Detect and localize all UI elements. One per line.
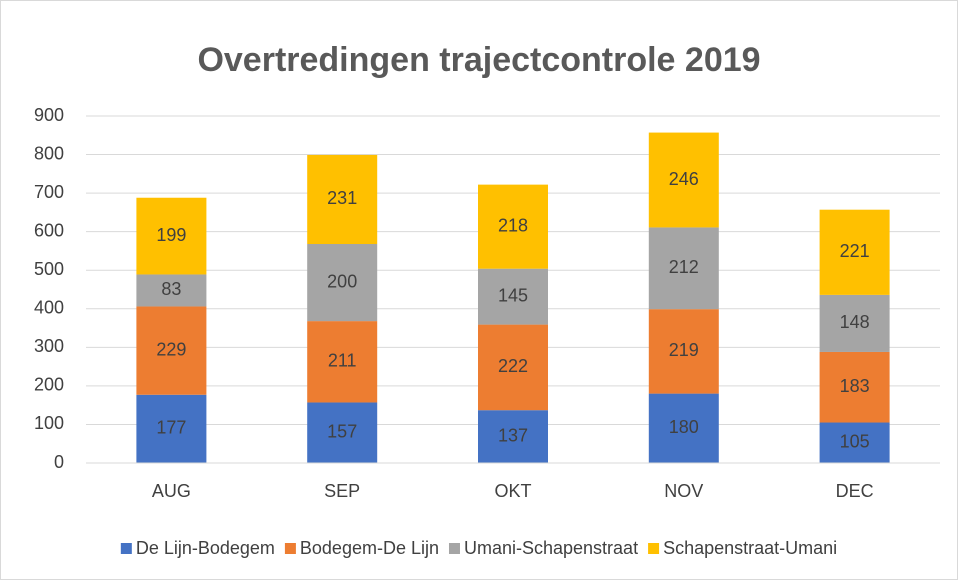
bar-segment xyxy=(478,410,548,463)
legend-label: Bodegem-De Lijn xyxy=(300,538,439,558)
bar-segment xyxy=(136,394,207,463)
bar-segment xyxy=(307,154,378,245)
data-label: 177 xyxy=(156,418,186,438)
bar-segment xyxy=(648,309,719,394)
data-label: 83 xyxy=(161,279,181,299)
data-label: 157 xyxy=(327,421,357,441)
bar-segment xyxy=(648,393,719,463)
data-label: 200 xyxy=(327,271,357,291)
bar-segment xyxy=(819,351,890,423)
data-label: 105 xyxy=(840,432,870,452)
y-tick-label: 300 xyxy=(34,336,64,356)
data-label: 183 xyxy=(840,376,870,396)
legend-label: De Lijn-Bodegem xyxy=(136,538,275,558)
legend-label: Schapenstraat-Umani xyxy=(663,538,837,558)
bar-segment xyxy=(307,321,378,403)
x-tick-label: AUG xyxy=(152,481,191,501)
bar-segment xyxy=(136,197,207,275)
data-label: 148 xyxy=(840,312,870,332)
y-tick-label: 700 xyxy=(34,182,64,202)
bar-segment xyxy=(136,306,207,395)
y-tick-label: 900 xyxy=(34,105,64,125)
data-label: 229 xyxy=(156,339,186,359)
data-label: 145 xyxy=(498,285,528,305)
legend-swatch xyxy=(448,543,460,554)
data-label: 199 xyxy=(156,225,186,245)
data-label: 221 xyxy=(840,241,870,261)
legend-label: Umani-Schapenstraat xyxy=(464,538,638,558)
legend-swatch xyxy=(284,543,296,554)
data-label: 211 xyxy=(328,351,357,371)
data-label: 246 xyxy=(669,169,699,189)
x-tick-label: OKT xyxy=(494,481,531,501)
y-tick-label: 200 xyxy=(34,375,64,395)
bar-segment xyxy=(819,294,890,352)
data-label: 219 xyxy=(669,340,699,360)
bar-segment xyxy=(648,227,719,310)
y-tick-label: 100 xyxy=(34,413,64,433)
data-label: 212 xyxy=(669,257,699,277)
y-tick-label: 0 xyxy=(54,452,64,472)
bar-segment xyxy=(478,324,548,411)
bar-segment xyxy=(307,244,378,322)
chart-title: Overtredingen trajectcontrole 2019 xyxy=(197,41,760,79)
x-tick-label: SEP xyxy=(324,481,360,501)
y-tick-label: 800 xyxy=(34,143,64,163)
data-label: 137 xyxy=(498,425,528,445)
y-tick-label: 400 xyxy=(34,298,64,318)
bar-segment xyxy=(136,274,207,307)
bar-segment xyxy=(478,268,548,325)
x-tick-label: DEC xyxy=(836,481,874,501)
bar-segment xyxy=(819,209,890,295)
bar-segment xyxy=(307,402,378,463)
data-label: 180 xyxy=(669,417,699,437)
legend-swatch xyxy=(648,543,660,554)
bar-segment xyxy=(648,132,719,228)
y-tick-label: 600 xyxy=(34,220,64,240)
data-label: 222 xyxy=(498,356,528,376)
x-tick-label: NOV xyxy=(664,481,703,501)
legend-swatch xyxy=(120,543,132,554)
bar-segment xyxy=(819,422,890,463)
y-tick-label: 500 xyxy=(34,259,64,279)
data-label: 218 xyxy=(498,215,528,235)
bar-segment xyxy=(478,184,548,269)
data-label: 231 xyxy=(327,188,357,208)
